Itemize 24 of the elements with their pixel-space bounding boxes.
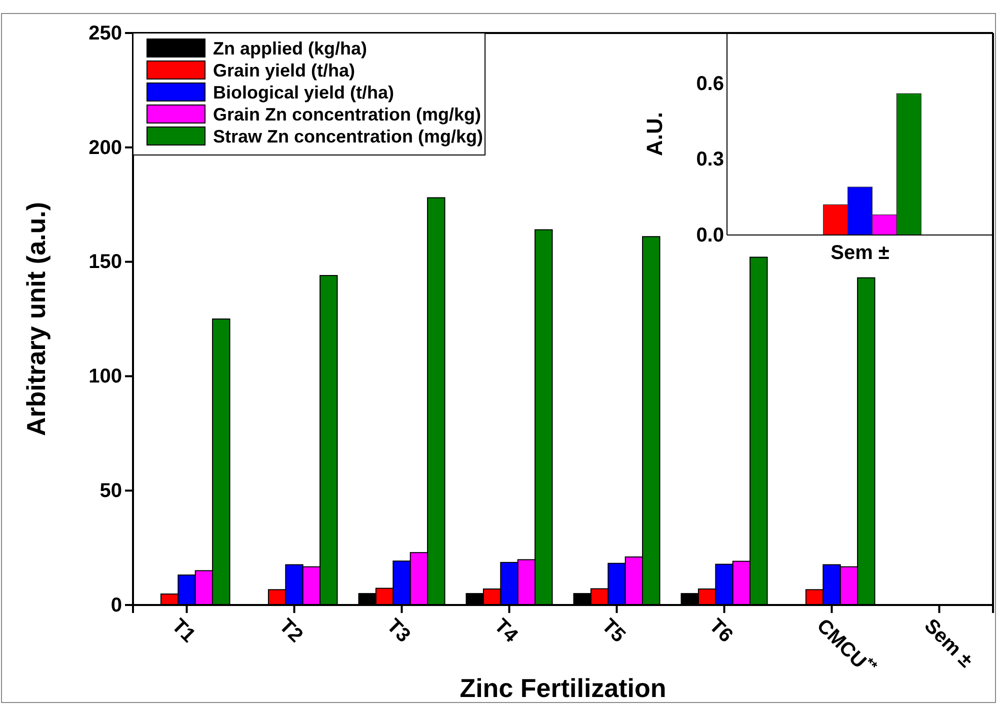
x-tick-label: Sem ± xyxy=(830,242,890,264)
y-tick-label: 150 xyxy=(88,251,122,274)
y-tick-label: 200 xyxy=(88,136,122,159)
legend-label: Zn applied (kg/ha) xyxy=(213,38,368,58)
x-tick-label: T5 xyxy=(597,614,630,647)
x-axis-title: Zinc Fertilization xyxy=(460,673,666,703)
legend-label: Grain Zn concentration (mg/kg) xyxy=(213,104,482,124)
y-axis-title: A.U. xyxy=(642,112,667,156)
y-tick-label: 0.3 xyxy=(696,148,724,171)
x-tick-label: T6 xyxy=(704,614,737,647)
y-tick-label: 50 xyxy=(100,480,122,502)
x-tick-label: T2 xyxy=(274,614,307,647)
y-tick-label: 0.6 xyxy=(696,72,724,95)
x-tick-label: T1 xyxy=(167,614,200,647)
y-tick-label: 100 xyxy=(88,366,122,388)
x-tick-label: T4 xyxy=(490,614,522,648)
legend-label: Straw Zn concentration (mg/kg) xyxy=(213,126,484,146)
legend-label: Biological yield (t/ha) xyxy=(213,82,394,102)
y-tick-label: 250 xyxy=(88,22,122,44)
y-tick-label: 0 xyxy=(110,594,122,616)
x-tick-label: T3 xyxy=(382,614,414,647)
legend-label: Grain yield (t/ha) xyxy=(213,60,356,80)
y-tick-label: 0.0 xyxy=(696,224,724,246)
y-axis-title: Arbitrary unit (a.u.) xyxy=(21,202,51,436)
